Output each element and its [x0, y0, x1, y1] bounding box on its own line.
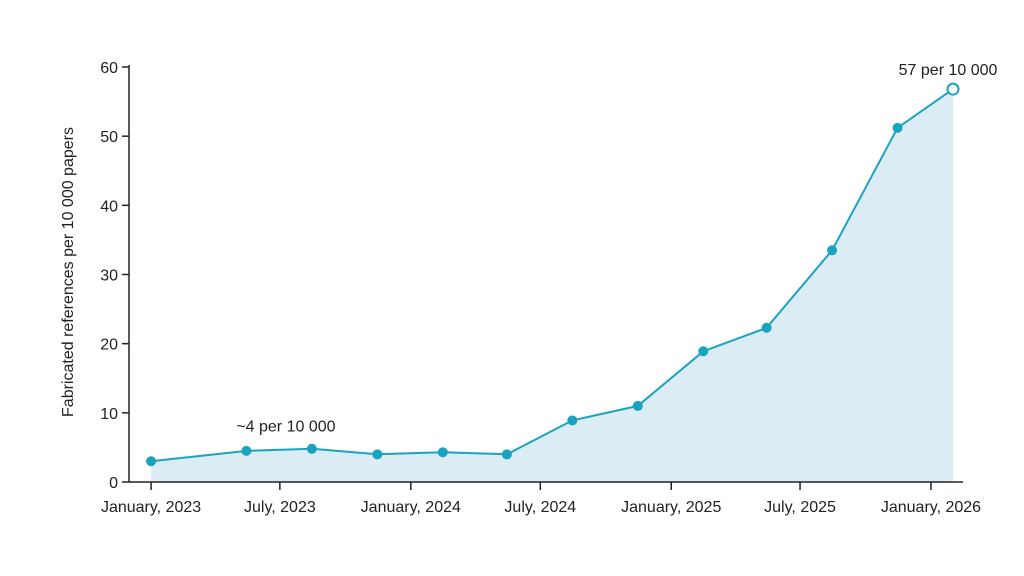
y-tick-label: 30: [100, 268, 118, 285]
data-point: [501, 449, 512, 460]
y-tick-label: 40: [100, 198, 118, 215]
data-point: [761, 322, 772, 333]
annotations: ~4 per 10 000 57 per 10 000: [236, 62, 997, 435]
x-tick-label: January, 2023: [101, 499, 201, 516]
data-point: [632, 400, 643, 411]
y-tick-label: 20: [100, 337, 118, 354]
data-point: [241, 445, 252, 456]
x-tick-label: July, 2024: [504, 499, 576, 516]
data-point: [698, 346, 709, 357]
y-tick-label: 60: [100, 60, 118, 77]
data-point-latest: [946, 82, 960, 96]
data-point: [306, 443, 317, 454]
data-point: [567, 415, 578, 426]
data-points: [146, 82, 960, 467]
x-axis: January, 2023 July, 2023 January, 2024 July…: [101, 481, 981, 516]
y-tick-label: 10: [100, 406, 118, 423]
data-point: [827, 245, 838, 256]
x-tick-label: January, 2025: [621, 499, 721, 516]
x-tick-label: July, 2023: [244, 499, 316, 516]
x-tick-label: January, 2024: [361, 499, 461, 516]
annotation-label: 57 per 10 000: [899, 62, 998, 79]
data-point: [892, 122, 903, 133]
data-point: [146, 456, 157, 467]
data-point: [437, 447, 448, 458]
y-tick-label: 0: [109, 475, 118, 492]
y-axis: 0 10 20 30 40 50 60: [100, 60, 130, 492]
y-axis-title: Fabricated references per 10 000 papers: [60, 127, 77, 417]
x-tick-label: January, 2026: [881, 499, 981, 516]
x-tick-label: July, 2025: [764, 499, 836, 516]
data-point: [372, 449, 383, 460]
y-tick-label: 50: [100, 129, 118, 146]
annotation-label: ~4 per 10 000: [236, 418, 335, 435]
area-fill: [151, 89, 954, 482]
